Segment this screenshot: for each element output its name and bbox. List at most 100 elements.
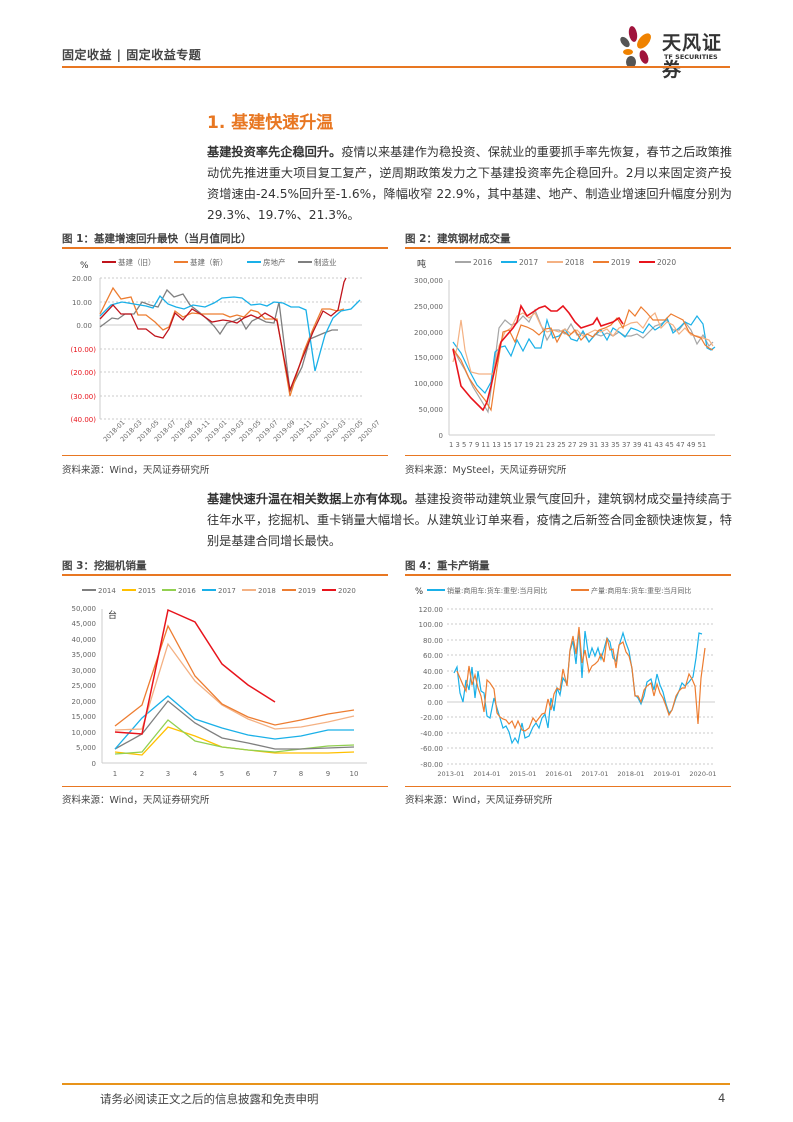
svg-text:2019: 2019 bbox=[298, 587, 316, 595]
svg-text:2015-01: 2015-01 bbox=[509, 770, 536, 778]
figure-1-source: 资料来源：Wind，天风证券研究所 bbox=[62, 465, 210, 476]
svg-text:50,000: 50,000 bbox=[419, 406, 444, 414]
svg-text:-80.00: -80.00 bbox=[420, 761, 443, 769]
footer-divider bbox=[62, 1083, 730, 1085]
svg-text:2: 2 bbox=[140, 770, 144, 778]
svg-text:2014: 2014 bbox=[98, 587, 116, 595]
svg-text:0.00: 0.00 bbox=[76, 322, 92, 330]
paragraph-1-body: 疫情以来基建作为稳投资、保就业的重要抓手率先恢复，春节之后政策推动优先推进重大项… bbox=[207, 145, 733, 222]
figure-2-divider bbox=[405, 247, 731, 249]
svg-text:7: 7 bbox=[273, 770, 277, 778]
figure-4-chart: % 销量:商用车:货车:重型:当月同比 产量:商用车:货车:重型:当月同比 12… bbox=[415, 586, 717, 778]
svg-text:2018-01: 2018-01 bbox=[617, 770, 644, 778]
svg-text:20.00: 20.00 bbox=[423, 683, 443, 691]
svg-text:35,000: 35,000 bbox=[72, 651, 97, 659]
figure-1-title: 图 1：基建增速回升最快（当月值同比） bbox=[62, 233, 252, 245]
header-title: 固定收益 | 固定收益专题 bbox=[62, 48, 202, 62]
svg-text:(10.00): (10.00) bbox=[70, 346, 96, 354]
svg-text:60.00: 60.00 bbox=[423, 652, 443, 660]
svg-text:2020-01: 2020-01 bbox=[689, 770, 716, 778]
paragraph-2-lead: 基建快速升温在相关数据上亦有体现。 bbox=[207, 492, 415, 506]
figure-1-chart: % 基建（旧） 基建（新） 房地产 制造业 20.00 10.00 0.00 (10… bbox=[70, 257, 381, 443]
svg-text:1: 1 bbox=[113, 770, 117, 778]
figure-4-title: 图 4：重卡产销量 bbox=[405, 560, 490, 572]
svg-text:(20.00): (20.00) bbox=[70, 369, 96, 377]
svg-text:2013-01: 2013-01 bbox=[437, 770, 464, 778]
svg-text:%: % bbox=[80, 261, 89, 271]
svg-text:150,000: 150,000 bbox=[414, 354, 443, 362]
svg-text:(40.00): (40.00) bbox=[70, 416, 96, 424]
logo-text-en: TF SECURITIES bbox=[664, 53, 718, 61]
svg-text:2016: 2016 bbox=[473, 258, 492, 267]
svg-text:%: % bbox=[415, 587, 423, 597]
svg-text:-60.00: -60.00 bbox=[420, 745, 443, 753]
svg-text:25,000: 25,000 bbox=[72, 682, 97, 690]
svg-text:销量:商用车:货车:重型:当月同比: 销量:商用车:货车:重型:当月同比 bbox=[447, 586, 547, 595]
svg-text:30,000: 30,000 bbox=[72, 667, 97, 675]
svg-text:200,000: 200,000 bbox=[414, 329, 443, 337]
svg-text:-40.00: -40.00 bbox=[420, 730, 443, 738]
svg-text:3: 3 bbox=[166, 770, 170, 778]
page-number: 4 bbox=[718, 1091, 726, 1105]
svg-text:2020: 2020 bbox=[657, 258, 676, 267]
svg-text:45,000: 45,000 bbox=[72, 620, 97, 628]
svg-text:2019: 2019 bbox=[611, 258, 630, 267]
svg-text:制造业: 制造业 bbox=[314, 257, 337, 267]
svg-text:产量:商用车:货车:重型:当月同比: 产量:商用车:货车:重型:当月同比 bbox=[591, 586, 691, 595]
figure-3-title: 图 3：挖掘机销量 bbox=[62, 560, 147, 572]
figure-2-source: 资料来源：MySteel，天风证券研究所 bbox=[405, 465, 567, 476]
svg-text:基建（旧）: 基建（旧） bbox=[118, 257, 156, 267]
figure-1-bottom-divider bbox=[62, 455, 388, 456]
svg-text:2018: 2018 bbox=[565, 258, 584, 267]
svg-text:100.00: 100.00 bbox=[419, 621, 444, 629]
svg-text:2015: 2015 bbox=[138, 587, 156, 595]
paragraph-2: 基建快速升温在相关数据上亦有体现。基建投资带动建筑业景气度回升，建筑钢材成交量持… bbox=[207, 489, 732, 552]
svg-text:6: 6 bbox=[246, 770, 251, 778]
svg-text:0: 0 bbox=[439, 432, 443, 440]
svg-text:2017: 2017 bbox=[218, 587, 236, 595]
figure-3-bottom-divider bbox=[62, 786, 388, 787]
svg-text:15,000: 15,000 bbox=[72, 713, 97, 721]
svg-text:9: 9 bbox=[326, 770, 330, 778]
svg-text:基建（新）: 基建（新） bbox=[190, 257, 228, 267]
svg-text:40,000: 40,000 bbox=[72, 636, 97, 644]
svg-text:0.00: 0.00 bbox=[427, 699, 443, 707]
svg-text:40.00: 40.00 bbox=[423, 668, 443, 676]
svg-text:.: . bbox=[710, 429, 711, 431]
svg-text:(30.00): (30.00) bbox=[70, 393, 96, 401]
figure-3-chart: 2014 2015 2016 2017 2018 2019 2020 台 50,… bbox=[72, 587, 367, 778]
svg-text:-20.00: -20.00 bbox=[420, 714, 443, 722]
logo-text-cn: 天风证券 bbox=[662, 32, 723, 81]
svg-text:100,000: 100,000 bbox=[414, 380, 443, 388]
svg-text:台: 台 bbox=[108, 609, 117, 621]
svg-text:50,000: 50,000 bbox=[72, 605, 97, 613]
header-divider bbox=[62, 66, 730, 68]
paragraph-1: 基建投资率先企稳回升。疫情以来基建作为稳投资、保就业的重要抓手率先恢复，春节之后… bbox=[207, 142, 732, 226]
svg-text:0: 0 bbox=[92, 760, 96, 768]
figure-2-bottom-divider bbox=[405, 455, 731, 456]
svg-text:2018: 2018 bbox=[258, 587, 276, 595]
svg-text:2017-01: 2017-01 bbox=[581, 770, 608, 778]
figure-4-source: 资料来源：Wind，天风证券研究所 bbox=[405, 795, 553, 806]
logo-mark-icon bbox=[620, 26, 651, 68]
svg-text:房地产: 房地产 bbox=[263, 257, 286, 267]
svg-text:10,000: 10,000 bbox=[72, 729, 97, 737]
svg-text:10.00: 10.00 bbox=[72, 299, 92, 307]
figure-1-divider bbox=[62, 247, 388, 249]
svg-text:2016: 2016 bbox=[178, 587, 196, 595]
figure-2-chart: 吨 2016 2017 2018 2019 2020 300,000 250,00… bbox=[414, 258, 716, 449]
svg-text:20,000: 20,000 bbox=[72, 698, 97, 706]
svg-text:1 3 5 7 9 11 13 15 17 19 21 23: 1 3 5 7 9 11 13 15 17 19 21 23 25 27 29 … bbox=[449, 441, 706, 449]
svg-text:5: 5 bbox=[220, 770, 224, 778]
figure-3-source: 资料来源：Wind，天风证券研究所 bbox=[62, 795, 210, 806]
svg-text:2019-01: 2019-01 bbox=[653, 770, 680, 778]
figure-2-title: 图 2：建筑钢材成交量 bbox=[405, 233, 511, 245]
paragraph-2-body: 基建投资带动建筑业景气度回升，建筑钢材成交量持续高于往年水平，挖掘机、重卡销量大… bbox=[207, 492, 733, 548]
svg-text:300,000: 300,000 bbox=[414, 277, 443, 285]
svg-text:2020: 2020 bbox=[338, 587, 356, 595]
svg-text:20.00: 20.00 bbox=[72, 275, 92, 283]
paragraph-1-lead: 基建投资率先企稳回升。 bbox=[207, 145, 342, 159]
figure-3-divider bbox=[62, 574, 388, 576]
svg-text:8: 8 bbox=[299, 770, 303, 778]
company-logo: 天风证券 TF SECURITIES bbox=[620, 24, 740, 81]
